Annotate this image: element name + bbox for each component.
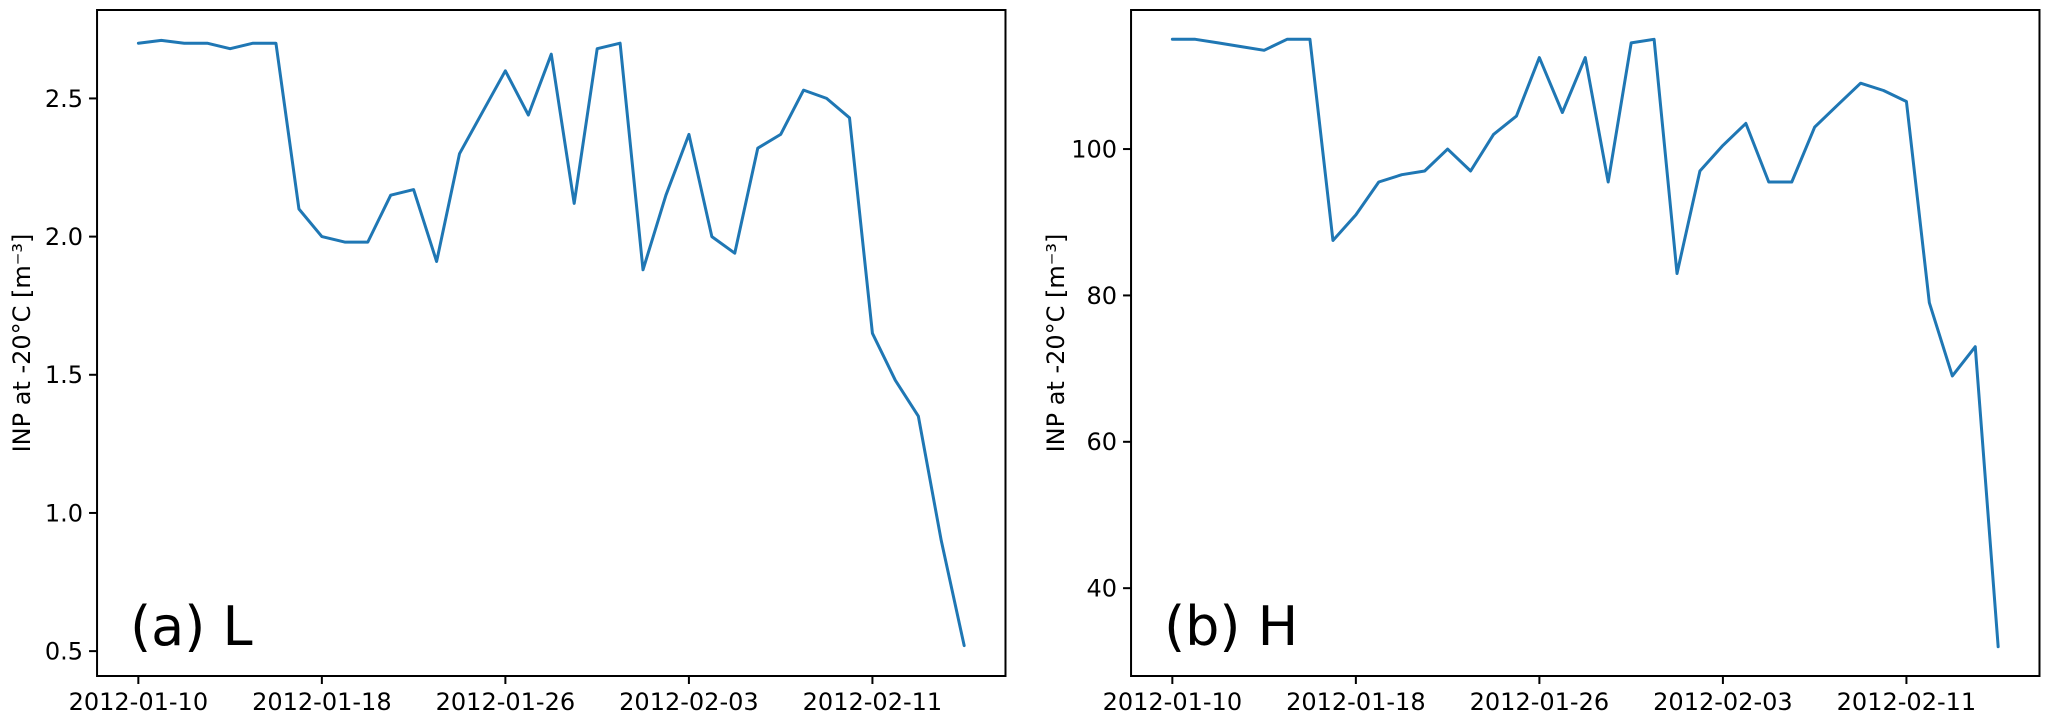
y-tick-label: 1.0 xyxy=(45,499,83,527)
y-tick-label: 80 xyxy=(1086,282,1117,310)
y-axis-label: INP at -20°C [m⁻³] xyxy=(8,234,36,453)
line-chart-b: 2012-01-10 2012-01-18 2012-01-26 2012-02-03… xyxy=(1042,9,2040,716)
x-tick-label: 2012-01-26 xyxy=(436,688,576,716)
panel-annotation: (a) L xyxy=(130,595,253,658)
x-tick-label: 2012-02-11 xyxy=(1836,688,1976,716)
y-tick-label: 2.5 xyxy=(45,85,83,113)
y-tick-label: 100 xyxy=(1071,135,1117,163)
plot-spines xyxy=(1129,9,2040,677)
y-tick-label: 60 xyxy=(1086,428,1117,456)
chart-panel-b: 2012-01-10 2012-01-18 2012-01-26 2012-02-03… xyxy=(1034,0,2067,725)
x-tick-label: 2012-02-03 xyxy=(619,688,759,716)
x-tick-label: 2012-02-11 xyxy=(803,688,943,716)
x-tick-label: 2012-01-26 xyxy=(1469,688,1609,716)
line-chart-a: 2012-01-10 2012-01-18 2012-01-26 2012-02-03… xyxy=(8,9,1007,716)
chart-panel-a: 2012-01-10 2012-01-18 2012-01-26 2012-02-03… xyxy=(8,9,1007,716)
y-tick-label: 2.0 xyxy=(45,223,83,251)
y-tick-label: 1.5 xyxy=(45,361,83,389)
y-tick-label: 0.5 xyxy=(45,638,83,666)
y-tick-label: 40 xyxy=(1086,575,1117,603)
plot-spines xyxy=(96,9,1007,677)
data-line xyxy=(136,38,966,648)
panel-annotation: (b) H xyxy=(1164,595,1298,658)
x-tick-label: 2012-01-10 xyxy=(1102,688,1242,716)
x-tick-label: 2012-02-03 xyxy=(1653,688,1793,716)
x-tick-label: 2012-01-10 xyxy=(69,688,209,716)
y-axis-label: INP at -20°C [m⁻³] xyxy=(1042,234,1070,453)
data-line xyxy=(1170,37,2000,649)
x-tick-label: 2012-01-18 xyxy=(252,688,392,716)
x-tick-label: 2012-01-18 xyxy=(1286,688,1426,716)
